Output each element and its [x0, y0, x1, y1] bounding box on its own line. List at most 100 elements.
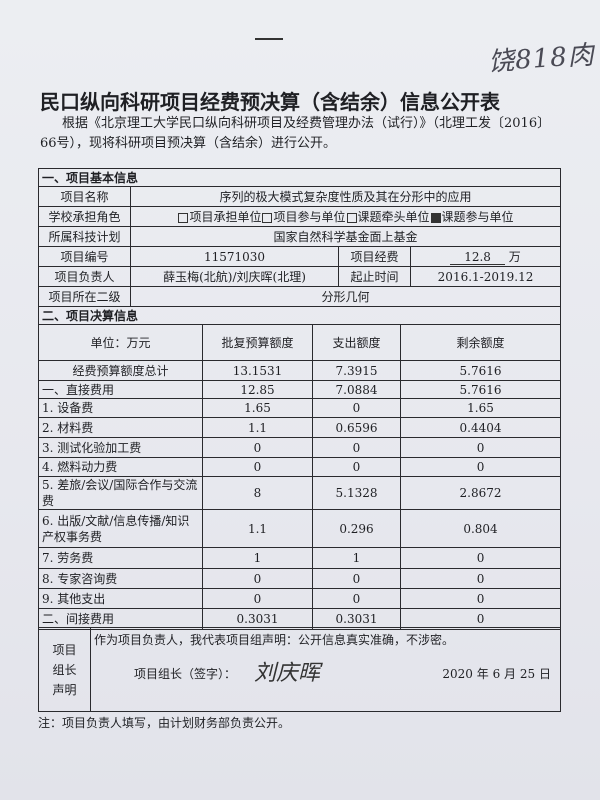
- cell-item: 一、直接费用: [38, 380, 203, 399]
- role-option: 项目承担单位: [189, 210, 262, 224]
- label: 项目所在二级: [38, 286, 131, 307]
- cell-remaining: 0: [399, 568, 562, 589]
- cell-budget: 13.1531: [202, 360, 313, 381]
- statement-table: 项目组长声明 作为项目负责人，我代表项目组声明：公开信息真实准确，不涉密。 项目…: [38, 627, 561, 712]
- cell-item: 6. 出版/文献/信息传播/知识产权事务费: [38, 509, 203, 548]
- budget-table: 二、项目决算信息 单位：万元 批复预算额度 支出额度 剩余额度 经费预算额度总计…: [37, 306, 562, 630]
- cell-spent: 7.3915: [312, 360, 401, 381]
- cell-item: 1. 设备费: [38, 398, 203, 418]
- signature: 刘庆晖: [254, 661, 321, 686]
- column-header: 批复预算额度: [202, 324, 313, 361]
- label: 项目名称: [38, 186, 131, 207]
- checkbox-icon: [262, 212, 273, 223]
- column-header: 单位：万元: [38, 324, 203, 361]
- discipline-value: 分形几何: [129, 286, 562, 307]
- intro-paragraph: 根据《北京理工大学民口纵向科研项目及经费管理办法（试行）》（北理工发〔2016〕…: [40, 116, 551, 151]
- cell-spent: 1: [312, 547, 401, 569]
- cell-spent: 0: [312, 588, 401, 609]
- cell-budget: 1: [202, 547, 313, 569]
- table-row: 3. 测试化验加工费 0 0 0: [38, 437, 562, 458]
- cell-item: 4. 燃料动力费: [38, 457, 203, 477]
- cell-remaining: 0: [399, 547, 562, 569]
- document-title: 民口纵向科研项目经费预决算（含结余）信息公开表: [40, 90, 500, 114]
- date-day: 25: [519, 667, 536, 681]
- funding-unit: 万: [508, 250, 521, 264]
- table-row: 一、直接费用 12.85 7.0884 5.7616: [38, 380, 562, 399]
- table-row: 7. 劳务费 1 1 0: [38, 547, 562, 569]
- footnote: 注：项目负责人填写，由计划财务部负责公开。: [38, 716, 291, 730]
- cell-remaining: 5.7616: [399, 380, 562, 399]
- label: 起止时间: [338, 266, 411, 287]
- cell-budget: 1.1: [202, 417, 313, 438]
- table-row: 9. 其他支出 0 0 0: [38, 588, 562, 609]
- cell-budget: 8: [202, 476, 313, 510]
- cell-remaining: 0: [399, 457, 562, 477]
- handwritten-annotation: 饶818肉: [487, 40, 596, 78]
- section-heading: 一、项目基本信息: [37, 168, 562, 187]
- cell-remaining: 0.4404: [399, 417, 562, 438]
- cell-remaining: 5.7616: [399, 360, 562, 381]
- cell-remaining: 1.65: [399, 398, 562, 418]
- cell-item: 7. 劳务费: [38, 547, 203, 569]
- column-header: 支出额度: [312, 324, 401, 361]
- plan-value: 国家自然科学基金面上基金: [129, 226, 562, 247]
- table-row: 8. 专家咨询费 0 0 0: [38, 568, 562, 589]
- cell-budget: 1.1: [202, 509, 313, 548]
- label: 项目负责人: [38, 266, 131, 287]
- table-row: 4. 燃料动力费 0 0 0: [38, 457, 562, 477]
- funding-amount: 12.8: [450, 250, 505, 265]
- project-number: 11571030: [130, 246, 339, 267]
- cell-budget: 0: [202, 568, 313, 589]
- statement-label: 项目组长声明: [38, 627, 91, 712]
- label: 项目经费: [338, 246, 411, 267]
- statement-text: 作为项目负责人，我代表项目组声明：公开信息真实准确，不涉密。: [94, 633, 455, 647]
- cell-item: 9. 其他支出: [38, 588, 203, 609]
- table-row: 经费预算额度总计 13.1531 7.3915 5.7616: [38, 360, 562, 381]
- cell-item: 2. 材料费: [38, 417, 203, 438]
- label: 项目编号: [38, 246, 131, 267]
- cell-remaining: 0.804: [399, 509, 562, 548]
- checkbox-icon: [430, 212, 441, 223]
- day-unit: 日: [538, 667, 551, 681]
- label: 学校承担角色: [38, 206, 131, 227]
- role-option: 课题牵头单位: [357, 210, 430, 224]
- year-unit: 年: [476, 667, 489, 681]
- cell-item: 3. 测试化验加工费: [38, 437, 203, 458]
- cell-item: 经费预算额度总计: [38, 360, 203, 381]
- staple-mark: [255, 38, 283, 40]
- section-heading: 二、项目决算信息: [37, 306, 562, 325]
- basic-info-table: 一、项目基本信息 项目名称 序列的极大模式复杂度性质及其在分形中的应用 学校承担角…: [37, 168, 562, 307]
- cell-budget: 0: [202, 437, 313, 458]
- role-checkboxes: 项目承担单位 项目参与单位 课题牵头单位 课题参与单位: [129, 206, 562, 227]
- table-row: 2. 材料费 1.1 0.6596 0.4404: [38, 417, 562, 438]
- role-option: 项目参与单位: [273, 210, 346, 224]
- date-month: 6: [492, 667, 501, 681]
- table-row: 5. 差旅/会议/国际合作与交流费 8 5.1328 2.8672: [38, 476, 562, 510]
- cell-spent: 0: [312, 457, 401, 477]
- table-row: 1. 设备费 1.65 0 1.65: [38, 398, 562, 418]
- cell-spent: 0: [312, 568, 401, 589]
- role-option: 课题参与单位: [441, 210, 514, 224]
- cell-item: 8. 专家咨询费: [38, 568, 203, 589]
- checkbox-icon: [178, 212, 189, 223]
- cell-budget: 0: [202, 457, 313, 477]
- cell-spent: 0.296: [312, 509, 401, 548]
- cell-spent: 7.0884: [312, 380, 401, 399]
- table-row: 二、间接费用 0.3031 0.3031 0: [38, 608, 562, 630]
- sign-label: 项目组长（签字）：: [134, 667, 237, 681]
- month-unit: 月: [504, 667, 517, 681]
- cell-spent: 0: [312, 437, 401, 458]
- cell-spent: 0: [312, 398, 401, 418]
- table-row: 6. 出版/文献/信息传播/知识产权事务费 1.1 0.296 0.804: [38, 509, 562, 548]
- cell-spent: 0.6596: [312, 417, 401, 438]
- leader-value: 薛玉梅(北航)/刘庆晖(北理): [130, 266, 339, 287]
- cell-remaining: 2.8672: [399, 476, 562, 510]
- cell-budget: 12.85: [202, 380, 313, 399]
- project-name: 序列的极大模式复杂度性质及其在分形中的应用: [129, 186, 562, 207]
- cell-budget: 0: [202, 588, 313, 609]
- column-header: 剩余额度: [399, 324, 562, 361]
- cell-remaining: 0: [399, 437, 562, 458]
- cell-spent: 5.1328: [312, 476, 401, 510]
- period-value: 2016.1-2019.12: [409, 266, 562, 287]
